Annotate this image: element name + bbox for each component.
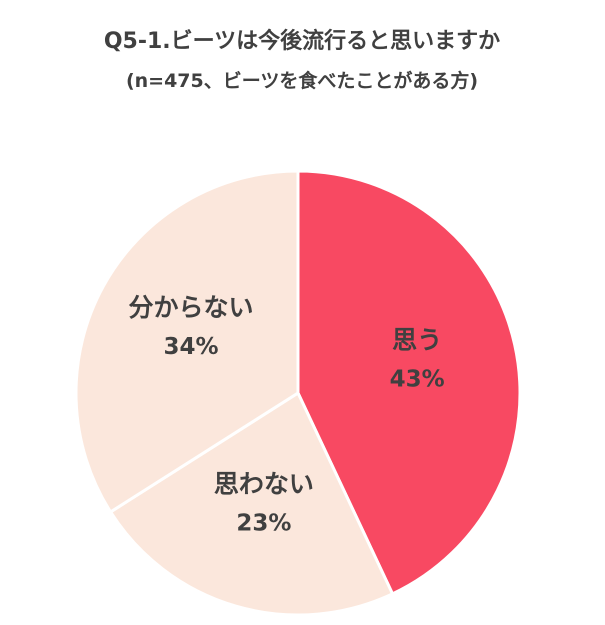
slice-label: 思う [392, 325, 442, 354]
slice-label: 思わない [214, 469, 314, 498]
chart-subtitle: (n=475、ビーツを食べたことがある方) [126, 69, 478, 92]
chart-title: Q5-1.ビーツは今後流行ると思いますか [104, 28, 500, 54]
value-label: 23% [236, 510, 291, 536]
pie-slice [108, 390, 395, 617]
value-label: 43% [390, 366, 445, 392]
pie-slice [74, 169, 300, 515]
slice-label: 分からない [128, 293, 253, 322]
pie-slice [296, 169, 522, 596]
value-label: 34% [163, 334, 218, 360]
